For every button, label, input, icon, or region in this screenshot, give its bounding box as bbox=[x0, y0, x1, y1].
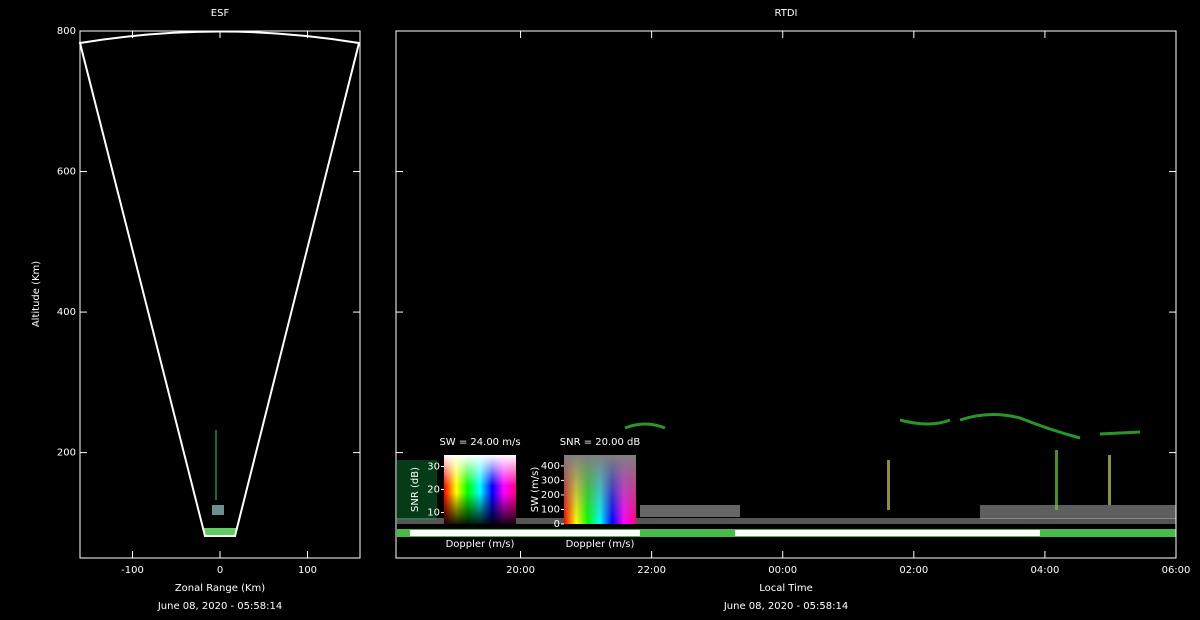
panel-title: RTDI bbox=[775, 8, 798, 19]
color-key-shade bbox=[564, 455, 636, 524]
y-tick-label: 600 bbox=[57, 167, 76, 178]
color-key-tick-label: 100 bbox=[541, 504, 560, 515]
color-key-tick-label: 300 bbox=[541, 475, 560, 486]
y-tick-label: 400 bbox=[57, 307, 76, 318]
color-key-tick-label: 400 bbox=[541, 461, 560, 472]
x-tick-label: 20:00 bbox=[506, 565, 535, 576]
color-key-tick-label: 200 bbox=[541, 490, 560, 501]
y-axis-label: Altitude (Km) bbox=[31, 261, 42, 327]
x-tick-label: 0 bbox=[217, 565, 223, 576]
plot-frame bbox=[395, 30, 1177, 559]
plot-frame bbox=[79, 30, 361, 559]
x-tick-label: 06:00 bbox=[1162, 565, 1191, 576]
color-key-tick-label: 10 bbox=[427, 508, 440, 519]
color-key-tick-label: 0 bbox=[554, 519, 560, 530]
x-axis-label: Zonal Range (Km) bbox=[175, 583, 265, 594]
timestamp: June 08, 2020 - 05:58:14 bbox=[723, 601, 848, 612]
color-key-y-label: SW (m/s) bbox=[530, 467, 541, 513]
color-key-title: SW = 24.00 m/s bbox=[439, 437, 520, 448]
y-tick-label: 200 bbox=[57, 448, 76, 459]
x-tick-label: 22:00 bbox=[637, 565, 666, 576]
color-key-y-label: SNR (dB) bbox=[410, 467, 421, 512]
color-key-x-label: Doppler (m/s) bbox=[446, 539, 515, 550]
x-axis-label: Local Time bbox=[759, 583, 813, 594]
x-tick-label: 04:00 bbox=[1030, 565, 1059, 576]
color-key-shade bbox=[444, 455, 516, 524]
x-tick-label: 00:00 bbox=[768, 565, 797, 576]
x-tick-label: -100 bbox=[121, 565, 144, 576]
beam-wedge bbox=[78, 30, 361, 537]
echoes bbox=[397, 413, 1176, 537]
color-key-x-label: Doppler (m/s) bbox=[566, 539, 635, 550]
color-key-title: SNR = 20.00 dB bbox=[560, 437, 641, 448]
echoes bbox=[204, 430, 236, 535]
x-tick-label: 02:00 bbox=[899, 565, 928, 576]
y-tick-label: 800 bbox=[57, 26, 76, 37]
color-key-tick-label: 20 bbox=[427, 485, 440, 496]
timestamp: June 08, 2020 - 05:58:14 bbox=[157, 601, 282, 612]
color-key-tick-label: 30 bbox=[427, 462, 440, 473]
panel-title: ESF bbox=[211, 8, 230, 19]
x-tick-label: 100 bbox=[298, 565, 317, 576]
